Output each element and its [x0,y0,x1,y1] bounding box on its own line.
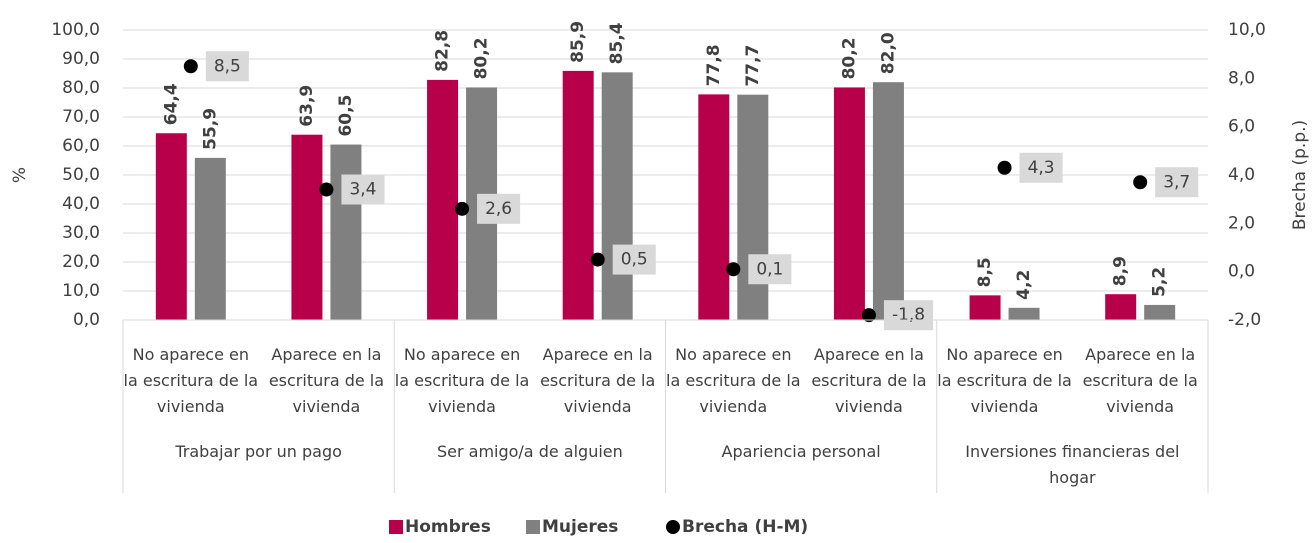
dot-label-box [205,51,249,82]
bar [1105,294,1137,320]
bar [872,82,904,320]
bar-value-label: 80,2 [839,37,859,79]
bar [601,72,633,320]
dot-value-label: 0,5 [621,250,648,270]
y-tick-label: 90,0 [62,49,100,69]
bar-value-label: 82,8 [433,30,453,72]
dot [455,201,470,216]
y2-tick-label: 8,0 [1228,68,1255,88]
bar [698,94,730,320]
group-label: Ser amigo/a de alguien [436,442,623,461]
dot [861,308,876,323]
dot [183,59,198,74]
bar [1008,307,1040,320]
dot-value-label: -1,8 [892,305,925,325]
bar [833,87,865,320]
x-tick-label: No aparece en la escritura de la viviend… [666,345,801,416]
dot-value-label: 4,3 [1028,158,1055,178]
y-tick-label: 60,0 [62,136,100,156]
dot-value-label: 8,5 [214,56,241,76]
legend-swatch [526,520,540,534]
y-tick-label: 70,0 [62,107,100,127]
bar-value-label: 82,0 [878,32,898,74]
x-tick-label: Aparece en la escritura de la vivienda [268,345,385,416]
bar-value-label: 55,9 [200,108,220,150]
y2-tick-label: 4,0 [1228,165,1255,185]
legend-label: Hombres [405,517,491,537]
y2-tick-label: 0,0 [1228,262,1255,282]
x-tick-label: Aparece en la escritura de la vivienda [540,345,656,416]
group-label: Apariencia personal [721,442,881,461]
y2-tick-label: 6,0 [1228,117,1255,137]
bar-value-label: 5,2 [1150,267,1170,297]
dot-value-label: 3,7 [1163,172,1190,192]
dot-label-box [341,174,385,205]
x-tick-label: No aparece en la escritura de la viviend… [937,345,1072,416]
bar-value-label: 64,4 [161,83,181,125]
group-label: Inversiones financieras del hogar [965,442,1180,487]
dot-label-box [1019,152,1063,183]
bar [427,79,459,320]
bar-value-label: 63,9 [297,85,317,127]
y-tick-label: 80,0 [62,78,100,98]
dot [997,160,1012,175]
y-tick-label: 40,0 [62,194,100,214]
y2-tick-label: -2,0 [1228,310,1261,330]
dot [726,262,741,277]
bar [194,157,226,320]
legend-label: Mujeres [542,517,618,537]
bar-value-label: 60,5 [336,95,356,137]
bar [737,94,769,320]
y-tick-label: 0,0 [73,310,100,330]
bar [291,134,323,320]
bar [1144,304,1176,320]
legend-label: Brecha (H-M) [682,517,808,537]
dot [319,182,334,197]
group-label: Trabajar por un pago [175,442,342,461]
dot-label-box [477,193,521,224]
dot-label-box [612,244,656,275]
dot-label-box [748,254,792,285]
bar [969,295,1001,320]
y-axis-label: % [10,167,30,183]
bar-value-label: 80,2 [472,37,492,79]
dot-label-box [1155,167,1199,198]
bar-value-label: 4,2 [1014,270,1034,300]
dot [590,252,605,267]
dot-value-label: 2,6 [485,199,512,219]
y2-tick-label: 2,0 [1228,213,1255,233]
x-tick-label: No aparece en la escritura de la viviend… [394,345,530,416]
y2-tick-label: 10,0 [1228,20,1266,40]
x-tick-label: No aparece en la escritura de la viviend… [123,345,259,416]
bar-value-label: 85,9 [568,21,588,63]
y-tick-label: 10,0 [62,281,100,301]
dot-value-label: 3,4 [349,180,376,200]
x-tick-label: Aparece en la escritura de la vivienda [1082,345,1198,416]
x-tick-label: Aparece en la escritura de la vivienda [811,345,927,416]
bar [562,70,594,320]
bar-value-label: 77,7 [743,45,763,87]
legend-swatch [666,520,680,534]
dot [1133,175,1148,190]
y-tick-label: 50,0 [62,165,100,185]
bar [155,133,187,320]
bar-value-label: 8,9 [1111,256,1131,286]
y-tick-label: 30,0 [62,223,100,243]
y-tick-label: 20,0 [62,252,100,272]
bar [330,144,362,320]
dot-value-label: 0,1 [756,259,783,279]
y-tick-label: 100,0 [51,20,100,40]
legend-swatch [389,520,403,534]
dot-label-box [883,300,934,331]
bar-value-label: 85,4 [607,22,627,64]
bar-value-label: 8,5 [975,257,995,287]
bar-value-label: 77,8 [704,44,724,86]
y2-axis-label: Brecha (p.p.) [1290,120,1310,230]
